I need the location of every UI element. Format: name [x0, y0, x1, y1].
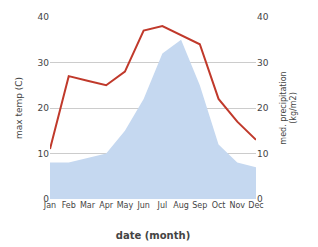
- svg-text:Mar: Mar: [80, 201, 96, 210]
- svg-text:Aug: Aug: [173, 201, 189, 210]
- svg-text:Sep: Sep: [192, 201, 207, 210]
- svg-text:20: 20: [38, 103, 50, 113]
- svg-text:date (month): date (month): [116, 230, 190, 241]
- svg-text:Jan: Jan: [43, 201, 56, 210]
- svg-text:10: 10: [38, 149, 50, 159]
- svg-text:0: 0: [257, 194, 263, 204]
- svg-text:40: 40: [257, 12, 269, 22]
- svg-text:Jun: Jun: [136, 201, 150, 210]
- svg-text:max temp (C): max temp (C): [14, 77, 24, 139]
- svg-text:10: 10: [257, 149, 269, 159]
- svg-text:20: 20: [257, 103, 269, 113]
- svg-text:30: 30: [38, 58, 50, 68]
- svg-text:med. precipitation(kg/m2): med. precipitation(kg/m2): [279, 71, 298, 144]
- svg-text:Oct: Oct: [212, 201, 226, 210]
- svg-text:May: May: [117, 201, 134, 210]
- svg-text:Jul: Jul: [157, 201, 168, 210]
- svg-text:40: 40: [38, 12, 50, 22]
- svg-text:Nov: Nov: [229, 201, 245, 210]
- svg-text:Feb: Feb: [62, 201, 76, 210]
- svg-text:0: 0: [43, 194, 49, 204]
- svg-text:Apr: Apr: [99, 201, 114, 210]
- svg-text:30: 30: [257, 58, 269, 68]
- svg-text:Dec: Dec: [248, 201, 263, 210]
